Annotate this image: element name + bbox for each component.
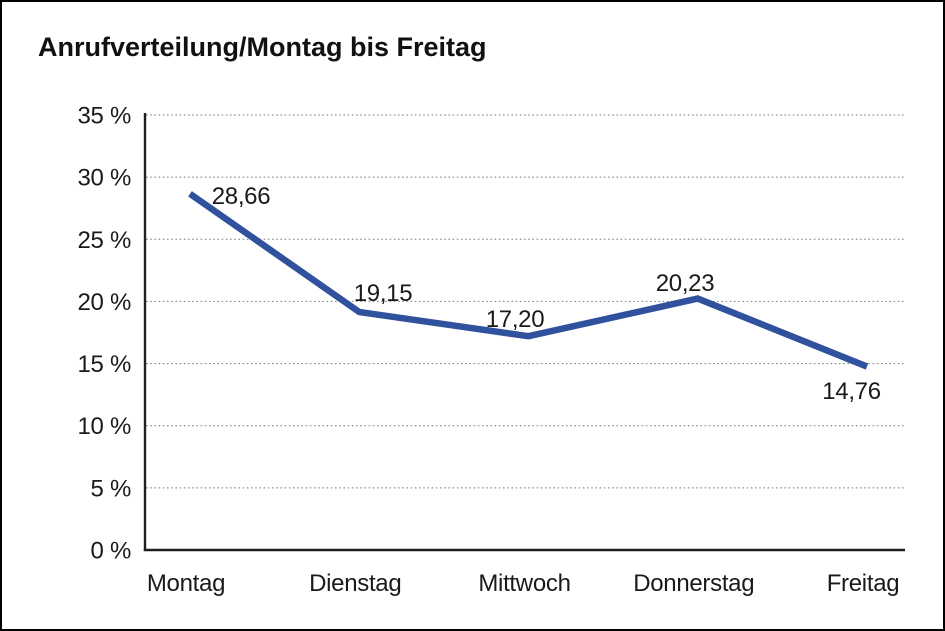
y-tick-label: 0 % bbox=[91, 538, 131, 565]
x-category-label: Donnerstag bbox=[633, 570, 754, 597]
data-label: 19,15 bbox=[354, 280, 413, 307]
y-tick-label: 10 % bbox=[77, 413, 131, 440]
y-tick-label: 30 % bbox=[77, 165, 131, 192]
series-line bbox=[188, 191, 869, 370]
x-category-label: Montag bbox=[147, 570, 225, 597]
y-tick-label: 15 % bbox=[77, 351, 131, 378]
chart-title: Anrufverteilung/Montag bis Freitag bbox=[38, 32, 487, 62]
y-tick-label: 25 % bbox=[77, 227, 131, 254]
y-tick-label: 5 % bbox=[91, 475, 131, 502]
y-tick-label: 20 % bbox=[77, 289, 131, 316]
data-label: 20,23 bbox=[656, 270, 715, 297]
data-label: 17,20 bbox=[486, 306, 545, 333]
x-category-label: Dienstag bbox=[309, 570, 401, 597]
y-tick-label: 35 % bbox=[77, 103, 131, 130]
data-label: 14,76 bbox=[822, 378, 881, 405]
x-category-label: Freitag bbox=[827, 570, 900, 597]
x-category-label: Mittwoch bbox=[478, 570, 570, 597]
data-label: 28,66 bbox=[212, 183, 271, 210]
